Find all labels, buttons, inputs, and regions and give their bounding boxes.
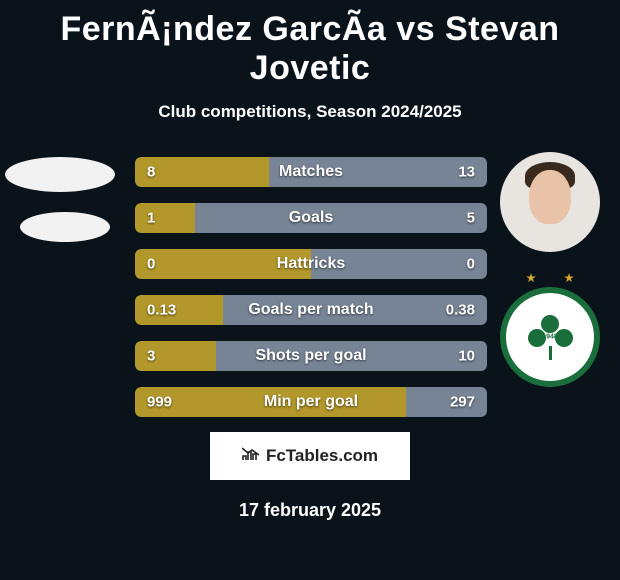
stat-row: 0.13 0.38 Goals per match [135,295,487,325]
stat-bar-right [195,203,487,233]
stat-value-right: 0 [467,256,475,273]
branding-badge: FcTables.com [210,432,410,480]
stat-bar-left [135,203,195,233]
club-badge-year: 1948 [542,334,558,341]
date-text: 17 february 2025 [0,500,620,521]
page-title: FernÃ¡ndez GarcÃ­a vs Stevan Jovetic [0,0,620,88]
stat-row: 1 5 Goals [135,203,487,233]
stat-value-left: 8 [147,164,155,181]
left-player-column [5,157,125,262]
stat-bars-container: 8 13 Matches 1 5 Goals 0 0 Hattricks 0.13 0.38 Goal… [135,157,487,433]
comparison-chart: 8 13 Matches 1 5 Goals 0 0 Hattricks 0.13 0.38 Goal… [0,157,620,417]
club-right-badge: 1948 [500,287,600,387]
stat-value-left: 999 [147,394,172,411]
player-left-avatar-placeholder [5,157,115,192]
right-player-column: 1948 [495,152,605,387]
subtitle: Club competitions, Season 2024/2025 [0,102,620,122]
stat-value-right: 5 [467,210,475,227]
stat-label: Shots per goal [255,347,366,365]
stat-value-left: 0 [147,256,155,273]
stat-value-right: 10 [458,348,475,365]
stat-value-right: 13 [458,164,475,181]
player-right-avatar [500,152,600,252]
stat-value-left: 0.13 [147,302,176,319]
stat-value-left: 1 [147,210,155,227]
stat-label: Goals [289,209,333,227]
stat-label: Hattricks [277,255,345,273]
stat-row: 999 297 Min per goal [135,387,487,417]
stat-value-right: 297 [450,394,475,411]
stat-row: 3 10 Shots per goal [135,341,487,371]
stat-value-right: 0.38 [446,302,475,319]
stat-value-left: 3 [147,348,155,365]
branding-text: FcTables.com [266,446,378,466]
chart-icon [242,447,260,465]
stat-row: 8 13 Matches [135,157,487,187]
stat-label: Matches [279,163,343,181]
club-left-badge-placeholder [20,212,110,242]
stat-row: 0 0 Hattricks [135,249,487,279]
stat-label: Goals per match [248,301,373,319]
stat-label: Min per goal [264,393,358,411]
